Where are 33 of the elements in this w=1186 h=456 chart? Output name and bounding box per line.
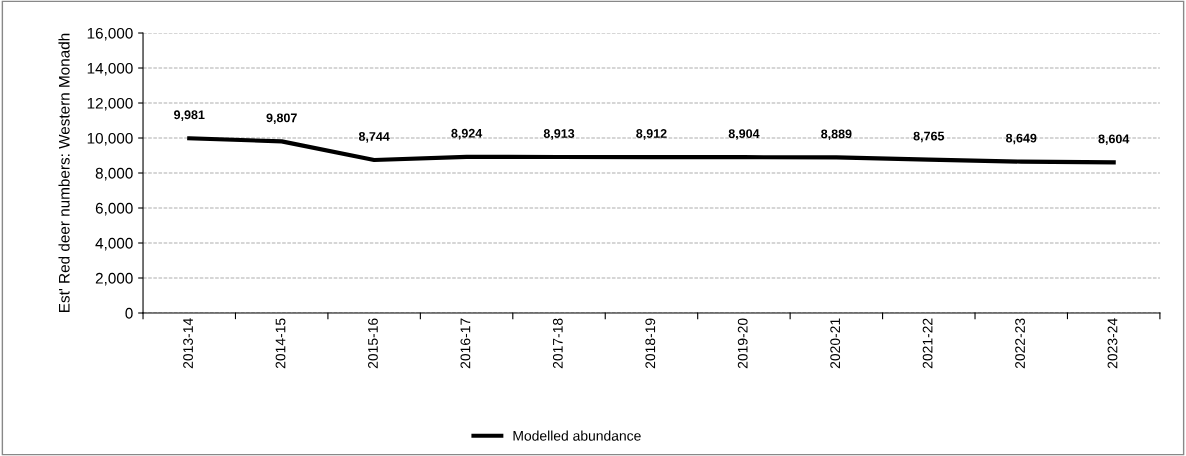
x-tick-label: 2019-20 — [737, 318, 748, 369]
data-label: 9,807 — [266, 113, 297, 125]
data-label: 8,912 — [636, 129, 667, 140]
legend-label: Modelled abundance — [513, 430, 641, 441]
data-label: 8,889 — [821, 129, 852, 141]
x-tick-label: 2015-16 — [368, 318, 378, 369]
data-label: 9,981 — [174, 110, 205, 122]
y-tick-label: 6,000 — [95, 202, 133, 216]
x-tick-label: 2013-14 — [183, 318, 193, 369]
data-label: 8,744 — [358, 132, 390, 143]
y-tick-label: 8,000 — [95, 167, 133, 181]
data-label: 8,924 — [451, 128, 483, 140]
x-tick-label: 2023-24 — [1107, 318, 1118, 369]
y-tick-label: 12,000 — [87, 97, 133, 111]
data-label: 8,765 — [913, 131, 945, 143]
x-tick-label: 2016-17 — [460, 318, 471, 369]
data-label: 8,604 — [1098, 134, 1130, 146]
y-tick-label: 2,000 — [95, 272, 133, 286]
x-tick-label: 2017-18 — [552, 318, 563, 369]
y-tick-label: 16,000 — [87, 27, 133, 41]
x-tick-label: 2022-23 — [1015, 318, 1025, 369]
y-tick-label: 10,000 — [87, 132, 133, 146]
x-tick-label: 2020-21 — [830, 318, 841, 369]
x-tick-label: 2014-15 — [275, 318, 286, 369]
y-axis-title: Est' Red deer numbers: Western Monadh — [58, 33, 70, 312]
y-tick-label: 4,000 — [95, 237, 133, 251]
data-label: 8,904 — [728, 129, 760, 140]
x-tick-label: 2018-19 — [645, 318, 656, 369]
y-tick-label: 0 — [125, 307, 133, 319]
data-label: 8,649 — [1006, 133, 1037, 145]
data-label: 8,913 — [543, 129, 575, 140]
x-tick-label: 2021-22 — [922, 318, 933, 369]
y-tick-label: 14,000 — [87, 62, 133, 76]
